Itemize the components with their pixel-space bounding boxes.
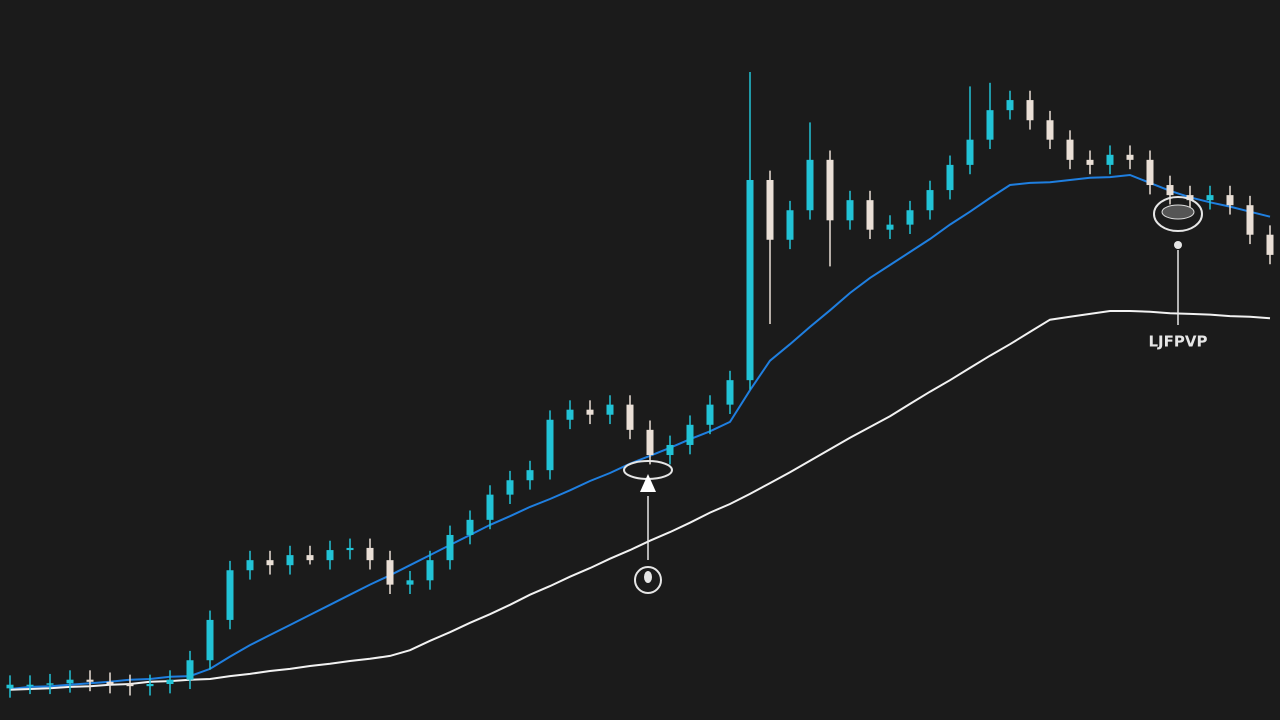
candle-body: [1086, 159, 1094, 165]
candle-body: [646, 429, 654, 456]
candle-body: [846, 200, 854, 221]
candle-body: [166, 679, 174, 684]
moving-average-line: [9, 310, 1271, 691]
candle-body: [86, 679, 94, 682]
candle-body: [546, 419, 554, 471]
candle-body: [746, 180, 754, 381]
candle-body: [866, 200, 874, 230]
candle-body: [726, 380, 734, 405]
marker-ring: [1153, 196, 1203, 232]
candle-body: [286, 555, 294, 566]
candle-body: [586, 409, 594, 415]
candle-body: [46, 683, 54, 685]
candle-body: [1126, 154, 1134, 160]
candle-body: [326, 550, 334, 561]
plot-area: [6, 72, 1274, 698]
candle-body: [1266, 234, 1274, 255]
up-arrow: [640, 474, 656, 492]
candle-body: [446, 534, 454, 561]
candle-body: [1206, 195, 1214, 201]
candle-body: [566, 409, 574, 420]
marker-dot: [1174, 241, 1182, 249]
candle-body: [186, 660, 194, 680]
candle-body: [306, 555, 314, 561]
candle-body: [466, 519, 474, 535]
candle-body: [1026, 100, 1034, 121]
candle-body: [506, 480, 514, 495]
candle-body: [226, 570, 234, 620]
annotation: LJFPVP: [1149, 333, 1208, 351]
candle-body: [966, 139, 974, 165]
candle-body: [786, 210, 794, 240]
candle-body: [946, 164, 954, 191]
candle-body: [986, 110, 994, 140]
candle-body: [1226, 195, 1234, 206]
marker-circle: [634, 566, 662, 594]
candle-body: [6, 684, 14, 689]
candle-body: [1246, 205, 1254, 235]
candle-body: [926, 190, 934, 211]
candle-body: [1046, 120, 1054, 140]
candle-body: [206, 619, 214, 661]
candle-body: [366, 547, 374, 561]
signal-marker: [623, 460, 673, 594]
candle-body: [626, 404, 634, 430]
candle-body: [406, 580, 414, 585]
candle-body: [886, 224, 894, 230]
candle-body: [146, 684, 154, 687]
candle-body: [766, 180, 774, 240]
candle-body: [1146, 159, 1154, 186]
candle-body: [826, 159, 834, 221]
candle-body: [806, 159, 814, 211]
candle-body: [126, 684, 134, 687]
candle-body: [26, 684, 34, 687]
candle-body: [706, 404, 714, 425]
candle-body: [606, 404, 614, 415]
candle-body: [106, 681, 114, 684]
signal-marker: [1153, 196, 1203, 325]
candle-body: [686, 424, 694, 445]
marker-dot: [1161, 204, 1195, 220]
candle-body: [1006, 100, 1014, 111]
candle-body: [66, 679, 74, 684]
candle-body: [1066, 139, 1074, 160]
candle-body: [1106, 154, 1114, 165]
candle-body: [426, 560, 434, 581]
marker-dot: [644, 571, 652, 583]
candle-body: [526, 470, 534, 481]
candle-body: [246, 560, 254, 571]
candle-body: [906, 210, 914, 225]
candle-body: [346, 547, 354, 551]
candle-body: [1186, 195, 1194, 201]
candle-body: [386, 560, 394, 585]
candle-body: [266, 560, 274, 566]
candle-body: [486, 494, 494, 520]
candle-body: [666, 444, 674, 456]
moving-average-line: [9, 173, 1271, 690]
candle-body: [1166, 185, 1174, 196]
